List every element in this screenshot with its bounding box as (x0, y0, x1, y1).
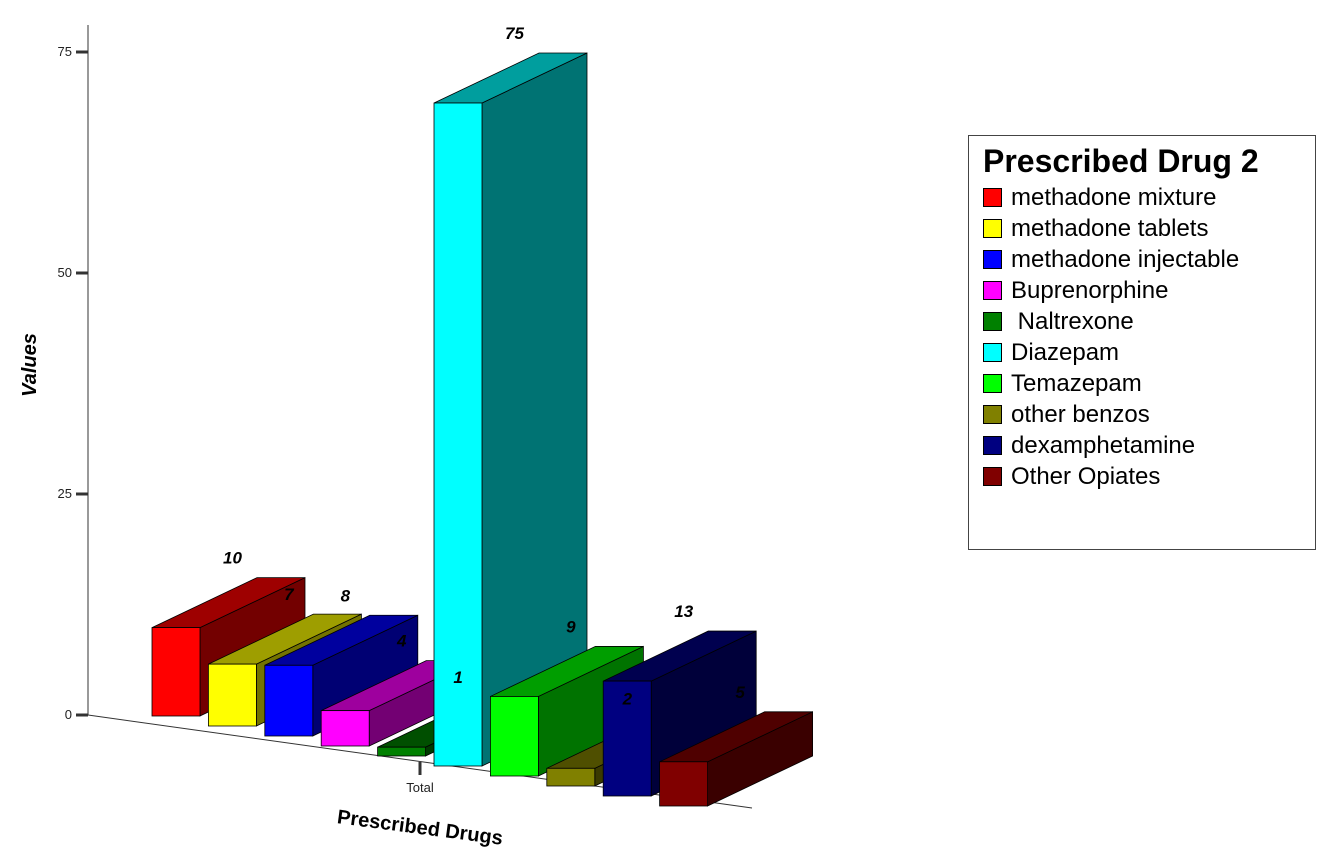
y-ticks: 0 25 50 75 (58, 44, 88, 722)
y-tick-label-0: 0 (65, 707, 72, 722)
legend-swatch (983, 219, 1002, 238)
bar-9 (659, 711, 813, 807)
value-label-9: 5 (735, 683, 745, 702)
legend-label: Diazepam (1011, 338, 1120, 366)
y-tick-label-25: 25 (58, 486, 72, 501)
bar-front (602, 680, 652, 797)
legend-items: methadone mixture methadone tablets methad… (983, 182, 1301, 492)
legend: Prescribed Drug 2 methadone mixture metha… (968, 135, 1316, 550)
bar-front (659, 761, 708, 807)
legend-label: other benzos (1011, 400, 1150, 428)
value-label-5: 75 (505, 24, 524, 43)
y-tick-label-50: 50 (58, 265, 72, 280)
legend-item-1: methadone tablets (983, 213, 1301, 244)
legend-label: methadone injectable (1011, 245, 1240, 273)
legend-item-6: Temazepam (983, 368, 1301, 399)
legend-item-9: Other Opiates (983, 461, 1301, 492)
value-label-4: 1 (453, 668, 462, 687)
legend-swatch (983, 188, 1002, 207)
value-label-7: 2 (622, 689, 633, 708)
y-tick-label-75: 75 (58, 44, 72, 59)
bar-front (546, 767, 596, 787)
legend-label: dexamphetamine (1011, 431, 1196, 459)
bars (151, 52, 813, 807)
legend-item-0: methadone mixture (983, 182, 1301, 213)
bar-front (151, 627, 201, 717)
bar-front (264, 664, 314, 737)
legend-swatch (983, 312, 1002, 331)
bar-front (320, 710, 370, 747)
legend-swatch (983, 405, 1002, 424)
legend-item-3: Buprenorphine (983, 275, 1301, 306)
legend-item-5: Diazepam (983, 337, 1301, 368)
legend-item-8: dexamphetamine (983, 430, 1301, 461)
legend-swatch (983, 436, 1002, 455)
legend-swatch (983, 467, 1002, 486)
value-label-0: 10 (223, 549, 242, 568)
bar-front (377, 746, 427, 757)
legend-label: Buprenorphine (1011, 276, 1169, 304)
legend-item-7: other benzos (983, 399, 1301, 430)
legend-item-4: Naltrexone (983, 306, 1301, 337)
bar-5 (433, 52, 588, 767)
legend-swatch (983, 250, 1002, 269)
bar-front (433, 102, 483, 767)
value-label-8: 13 (674, 602, 693, 621)
legend-label: Temazepam (1011, 369, 1142, 397)
y-axis-title: Values (19, 333, 41, 397)
legend-title: Prescribed Drug 2 (983, 143, 1259, 179)
legend-swatch (983, 343, 1002, 362)
legend-label: methadone tablets (1011, 214, 1209, 242)
legend-swatch (983, 281, 1002, 300)
value-label-6: 9 (566, 617, 576, 636)
value-label-2: 8 (341, 586, 351, 605)
bar-front (207, 663, 257, 727)
legend-item-2: methadone injectable (983, 244, 1301, 275)
x-axis-title: Prescribed Drugs (336, 806, 504, 850)
value-label-1: 7 (284, 585, 295, 604)
legend-swatch (983, 374, 1002, 393)
value-label-3: 4 (396, 632, 407, 651)
x-tick-label-total: Total (406, 780, 434, 795)
legend-label: Other Opiates (1011, 462, 1161, 490)
bar-front (489, 696, 539, 777)
legend-label: methadone mixture (1011, 183, 1217, 211)
legend-label: Naltrexone (1011, 307, 1134, 335)
value-labels: 10 7 8 4 1 75 9 2 13 5 (223, 24, 745, 708)
